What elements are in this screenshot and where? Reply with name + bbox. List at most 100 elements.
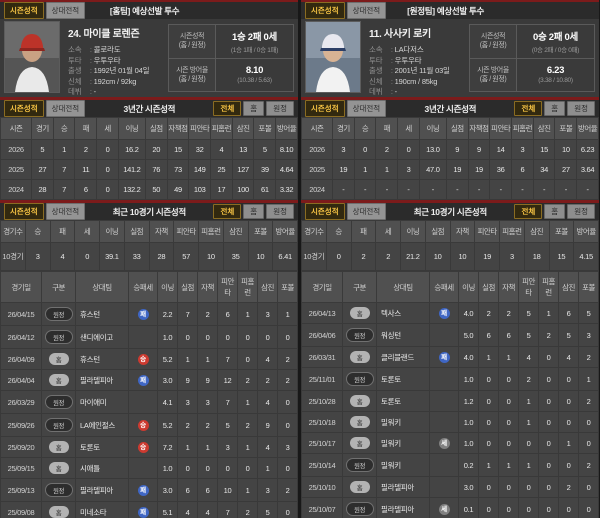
table-cell: 클리블랜드 xyxy=(376,346,430,368)
table-cell: 100 xyxy=(231,179,255,200)
table-row: 25/09/20 홈 토론토 승 7.2 1 1 3 1 4 3 xyxy=(0,436,298,458)
column-header: 실점 xyxy=(445,117,469,140)
filter-all-button[interactable]: 전체 xyxy=(514,204,543,219)
table-cell: 5 xyxy=(578,302,599,324)
season-era-value: 8.10 (10.38 / 5.63) xyxy=(216,59,293,92)
table-cell: 26/04/04 xyxy=(0,369,42,391)
filter-away-button[interactable]: 원정 xyxy=(266,101,294,116)
player-info-row: 소속 : LA다저스 xyxy=(369,45,461,56)
away-header-bar: 시즌성적 상대전적 [원정팀] 예상선발 투수 xyxy=(301,2,599,19)
table-cell: 6 xyxy=(498,323,519,347)
filter-all-button[interactable]: 전체 xyxy=(213,204,242,219)
column-header: 방어율 xyxy=(576,117,599,140)
filter-home-button[interactable]: 홈 xyxy=(544,204,566,219)
table-cell: 26/04/09 xyxy=(0,348,42,370)
column-header: 피안타 xyxy=(518,271,539,303)
table-cell: 25/10/10 xyxy=(301,476,343,498)
table-cell: 0 xyxy=(277,390,298,414)
table-cell: 5 xyxy=(518,302,539,324)
table-cell: 2 xyxy=(578,346,599,368)
loss-badge: 패 xyxy=(137,374,149,386)
column-header: 포볼 xyxy=(253,117,277,140)
season-era-row: 시즌 방어율 (홈 / 원정) 8.10 (10.38 / 5.63) xyxy=(169,57,293,92)
table-row: 10경기 0 2 2 21.2 10 10 19 3 18 15 4.15 xyxy=(301,242,599,271)
table-cell: 25/10/18 xyxy=(301,411,343,433)
tab-season-stats[interactable]: 시즌성적 xyxy=(4,2,44,19)
filter-away-button[interactable]: 원정 xyxy=(567,101,595,116)
table-cell: 127 xyxy=(231,159,255,180)
table-cell: 141.2 xyxy=(117,159,146,180)
tab-head-to-head[interactable]: 상대전적 xyxy=(45,203,86,220)
tab-season-stats[interactable]: 시즌성적 xyxy=(4,100,44,117)
table-cell: 4.1 xyxy=(157,390,178,414)
game-type-cell: 원정 xyxy=(41,302,76,326)
table-cell: 10 xyxy=(198,242,224,271)
table-cell: 10 xyxy=(247,242,274,271)
win-badge: 승 xyxy=(137,419,149,431)
table-cell: 2024 xyxy=(301,179,333,200)
label-line2: (홈 / 원정) xyxy=(178,42,206,50)
info-value: 192cm / 92kg xyxy=(93,76,137,86)
player-info-row: 데뷔 : - xyxy=(68,87,160,98)
filter-away-button[interactable]: 원정 xyxy=(266,204,294,219)
table-cell: 9 xyxy=(257,413,278,437)
away-pitcher-panel: 시즌성적 상대전적 [원정팀] 예상선발 투수 11. 사사키 로키 소속 : … xyxy=(301,0,599,518)
table-cell: 0 xyxy=(177,457,198,479)
table-row: 25/10/17 홈 밀워키 세 1.0 0 0 0 0 1 0 xyxy=(301,432,599,454)
table-cell: 시애틀 xyxy=(75,457,129,479)
column-header: 방어율 xyxy=(272,220,298,243)
table-cell: LA에인절스 xyxy=(75,413,129,437)
table-cell: 0.1 xyxy=(458,497,479,518)
table-cell: 25/11/01 xyxy=(301,367,343,391)
table-cell: 0 xyxy=(478,390,499,412)
table-cell: 2 xyxy=(578,390,599,412)
table-row: 26/04/04 홈 필라델피아 패 3.0 9 9 12 2 2 2 xyxy=(0,369,298,391)
table-row: 25/10/28 홈 토론토 1.2 0 0 1 0 0 2 xyxy=(301,390,599,412)
tab-season-stats[interactable]: 시즌성적 xyxy=(305,203,345,220)
table-cell: 2 xyxy=(518,367,539,391)
table-cell: 1 xyxy=(375,159,399,180)
filter-all-button[interactable]: 전체 xyxy=(514,101,543,116)
column-header: 포볼 xyxy=(578,271,599,303)
table-cell: 10 xyxy=(424,242,451,271)
table-cell: 6 xyxy=(217,302,238,326)
panel-title: [원정팀] 예상선발 투수 xyxy=(407,5,485,16)
tab-head-to-head[interactable]: 상대전적 xyxy=(346,100,387,117)
home-badge: 홈 xyxy=(349,351,370,363)
table-cell: 76 xyxy=(144,159,168,180)
section-title: 3년간 시즌성적 xyxy=(424,103,477,114)
tab-head-to-head[interactable]: 상대전적 xyxy=(346,203,387,220)
table-cell: 0 xyxy=(558,367,579,391)
filter-home-button[interactable]: 홈 xyxy=(243,101,265,116)
table-cell: 0 xyxy=(498,367,519,391)
table-cell: 3 xyxy=(177,390,198,414)
table-cell: 휴스턴 xyxy=(75,302,129,326)
label-line1: 시즌성적 xyxy=(480,33,506,41)
tab-head-to-head[interactable]: 상대전적 xyxy=(346,2,387,19)
tab-season-stats[interactable]: 시즌성적 xyxy=(4,203,44,220)
tab-season-stats[interactable]: 시즌성적 xyxy=(305,100,345,117)
tab-head-to-head[interactable]: 상대전적 xyxy=(45,100,86,117)
tab-season-stats[interactable]: 시즌성적 xyxy=(305,2,345,19)
table-cell: 9 xyxy=(445,139,469,160)
column-header: 구분 xyxy=(41,271,76,303)
table-cell: 12 xyxy=(217,369,238,391)
table-cell: 27 xyxy=(31,159,54,180)
table-cell: 26/04/13 xyxy=(301,302,343,324)
filter-all-button[interactable]: 전체 xyxy=(213,101,242,116)
filter-away-button[interactable]: 원정 xyxy=(567,204,595,219)
table-cell: 0.2 xyxy=(458,453,479,477)
info-value: 1992년 01월 04일 xyxy=(93,66,150,75)
table-cell: 2 xyxy=(277,369,298,391)
filter-home-button[interactable]: 홈 xyxy=(544,101,566,116)
player-card: 11. 사사키 로키 소속 : LA다저스 투타 : 우투우타 출생 : 2001년… xyxy=(301,19,599,97)
tab-head-to-head[interactable]: 상대전적 xyxy=(45,2,86,19)
home-badge: 홈 xyxy=(349,307,370,319)
game-result-cell: 패 xyxy=(429,346,459,368)
table-cell: 미네소타 xyxy=(75,501,129,518)
filter-home-button[interactable]: 홈 xyxy=(243,204,265,219)
table-cell: 0 xyxy=(217,325,238,349)
label-line2: (홈 / 원정) xyxy=(479,75,507,83)
table-cell: 26/03/29 xyxy=(0,390,42,414)
info-value: 우투우타 xyxy=(394,55,422,65)
